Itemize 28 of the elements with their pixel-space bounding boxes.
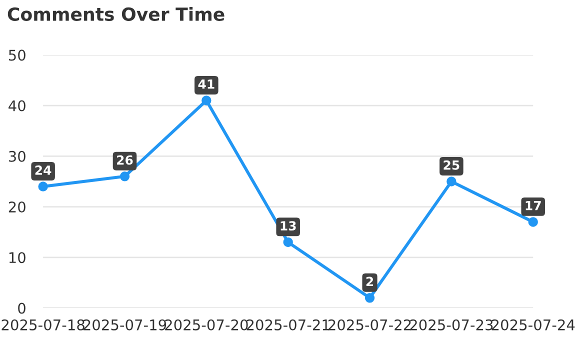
point: [446, 176, 456, 186]
x-tick-label: 2025-07-18: [2, 319, 84, 330]
data-label: 2: [366, 276, 374, 286]
y-tick-label: 10: [9, 252, 26, 264]
point: [38, 182, 48, 192]
point: [283, 237, 293, 248]
y-tick-label: 0: [18, 302, 26, 314]
data-label: 13: [280, 221, 296, 231]
y-tick-label: 30: [8, 150, 26, 162]
y-tick-label: 40: [8, 100, 26, 112]
x-tick-label: 2025-07-21: [246, 319, 330, 330]
point: [120, 172, 130, 182]
y-tick-label: 50: [8, 50, 26, 61]
point: [202, 96, 212, 106]
point: [364, 293, 375, 303]
x-tick-label: 2025-07-19: [83, 319, 166, 330]
x-tick-label: 2025-07-24: [492, 319, 575, 330]
chart-title: Comments Over Time: [8, 7, 224, 21]
x-tick-label: 2025-07-22: [328, 319, 411, 330]
point: [528, 217, 538, 227]
data-label: 24: [35, 165, 52, 175]
data-label: 26: [117, 155, 133, 165]
y-tick-label: 20: [8, 201, 26, 213]
data-label: 25: [444, 160, 460, 170]
x-tick-label: 2025-07-20: [165, 319, 248, 330]
x-tick-label: 2025-07-23: [410, 319, 493, 330]
data-label: 17: [526, 201, 541, 210]
data-label: 41: [198, 80, 214, 89]
